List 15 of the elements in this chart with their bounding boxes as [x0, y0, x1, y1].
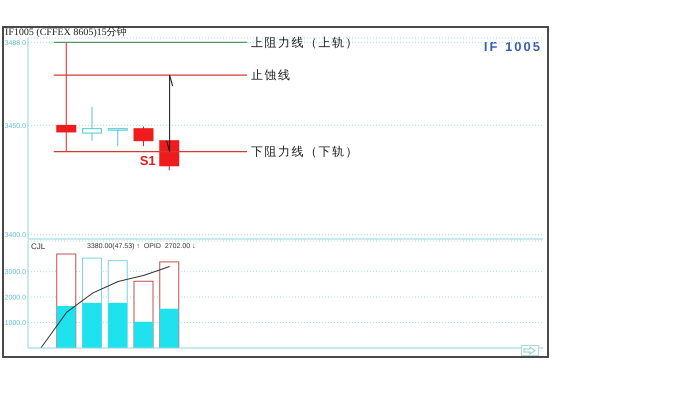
chart-title: IF1005 (CFFEX 8605)15分钟: [5, 27, 127, 38]
ref-line-label: 止蚀线: [251, 68, 292, 82]
candlestick: [56, 42, 76, 152]
bar: [82, 302, 102, 348]
bar: [108, 302, 128, 348]
bar: [56, 306, 76, 348]
annotation: S1: [140, 152, 156, 168]
bar: [134, 322, 153, 348]
line-series: [40, 266, 170, 348]
ref-line-label: 下阻力线（下轨）: [251, 144, 359, 159]
candlestick: [82, 106, 102, 142]
ref-line-label: 上阻力线（上轨）: [251, 35, 359, 50]
bar: [160, 308, 179, 348]
chart-subtitle: IF 1005: [484, 39, 542, 54]
chart-title: CJL: [31, 242, 46, 251]
